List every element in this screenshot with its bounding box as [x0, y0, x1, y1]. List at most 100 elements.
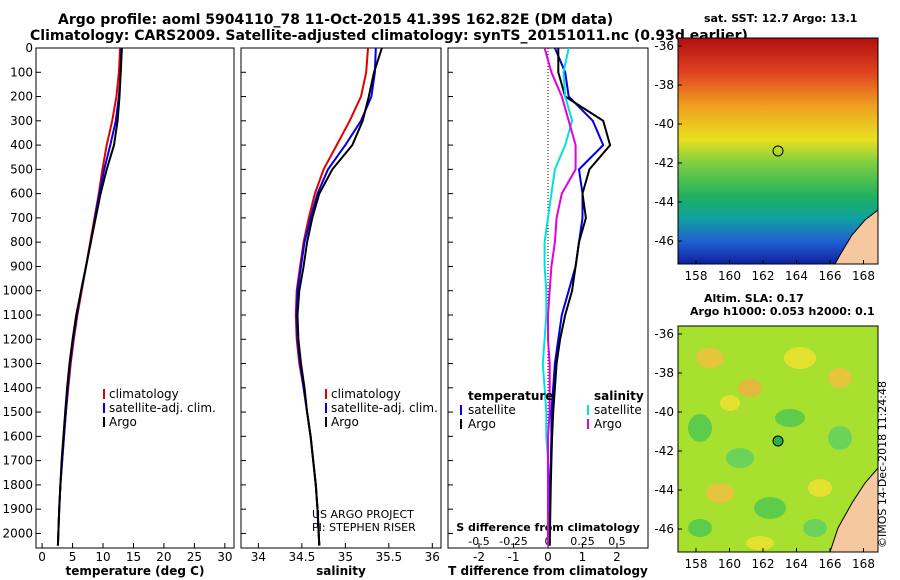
sla-land: [829, 466, 879, 553]
sla-patch: [803, 519, 827, 537]
legend-label: Argo: [109, 415, 137, 429]
x2-tick-label: 0.25: [570, 535, 595, 548]
plot-frame: [240, 47, 442, 549]
legend-label: satellite-adj. clim.: [331, 401, 438, 415]
x-tick-label: 1: [579, 550, 587, 564]
map-y-tick-label: -42: [654, 156, 674, 170]
y-tick-label: 400: [10, 138, 33, 152]
x2-tick-label: -0.5: [468, 535, 489, 548]
y-tick-label: 1000: [2, 284, 33, 298]
map-y-tick-label: -44: [654, 195, 674, 209]
y-tick-label: 700: [10, 211, 33, 225]
map-x-tick-label: 168: [852, 269, 875, 283]
chart-temperature: 0 5 10 15 20 25 30 temperature (deg C) 0 100 200 30…: [2, 41, 235, 578]
y-tick-label: 300: [10, 114, 33, 128]
map-x-tick-label: 168: [852, 557, 875, 571]
sla-patch: [706, 483, 734, 503]
y-tick-label: 800: [10, 235, 33, 249]
map-x-tick-label: 162: [752, 269, 775, 283]
series-satellite: [541, 47, 574, 546]
legend-label: climatology: [331, 387, 401, 401]
map-x-tick-label: 166: [819, 269, 842, 283]
x-tick-label: 15: [126, 550, 141, 564]
x-tick-label: 30: [217, 550, 232, 564]
series-argo: [296, 47, 383, 546]
chart-difference: -2 -1 0 1 2T difference from climatology -0.5…: [447, 47, 649, 578]
map-x-tick-label: 158: [685, 269, 708, 283]
x2-tick-label: 0.5: [608, 535, 626, 548]
map-y-tick-label: -38: [654, 78, 674, 92]
y-tick-label: 600: [10, 187, 33, 201]
sla-patch: [828, 426, 852, 450]
credit-annotation: PI: STEPHEN RISER: [312, 521, 416, 534]
sla-patch: [738, 379, 762, 397]
y-tick-label: 1300: [2, 357, 33, 371]
map-x-tick-label: 160: [718, 269, 741, 283]
x-tick-label: 34: [251, 550, 266, 564]
x-tick-label: -1: [508, 550, 520, 564]
series-climatology: [56, 47, 122, 546]
sst-land: [834, 208, 879, 265]
map-y-tick-label: -46: [654, 522, 674, 536]
legend-label: satellite: [468, 403, 516, 417]
map-y-tick-label: -36: [654, 39, 674, 53]
x-axis-label: T difference from climatology: [448, 564, 648, 578]
map-y-tick-label: -40: [654, 405, 674, 419]
sla-patch: [754, 497, 786, 519]
legend-label: climatology: [109, 387, 179, 401]
map-y-tick-label: -42: [654, 444, 674, 458]
sla-patch: [808, 479, 832, 497]
map-x-tick-label: 164: [785, 269, 808, 283]
map-y-tick-label: -38: [654, 366, 674, 380]
imos-credit: ©IMOS 14-Dec-2018 11:24:48: [876, 381, 889, 548]
x-tick-label: 34.5: [289, 550, 316, 564]
legend-label: Argo: [594, 417, 622, 431]
profile-title: Argo profile: aoml 5904110_78 11-Oct-201…: [58, 12, 614, 28]
y-tick-label: 1900: [2, 502, 33, 516]
y-tick-label: 1500: [2, 405, 33, 419]
series-argo: [543, 47, 577, 546]
y-tick-label: 2000: [2, 526, 33, 540]
sla-anomaly-patches: [688, 347, 852, 550]
sla-map: 158 160 162 164 166 168 -36 -38 -40 -42 -44 -46: [654, 325, 879, 571]
x-tick-label: 0: [38, 550, 46, 564]
map-x-tick-label: 158: [685, 557, 708, 571]
sst-profile-marker: [772, 145, 784, 157]
x-axis-label: temperature (deg C): [66, 564, 205, 578]
legend-title-temperature: temperature: [468, 389, 553, 403]
y-tick-label: 1800: [2, 478, 33, 492]
sla-patch: [828, 368, 852, 388]
x-axis-label: salinity: [316, 564, 366, 578]
x-tick-label: 35: [338, 550, 353, 564]
series-argo: [548, 48, 612, 546]
x-tick-label: -2: [473, 550, 485, 564]
y-tick-label: 1100: [2, 308, 33, 322]
series-satellite: [548, 47, 605, 546]
sst-field: [677, 37, 879, 265]
y-tick-label: 1200: [2, 332, 33, 346]
x-tick-label: 0: [544, 550, 552, 564]
map-y-tick-label: -36: [654, 327, 674, 341]
sla-patch: [726, 448, 754, 468]
sst-map: 158 160 162 164 166 168 -36 -38 -40 -42 -44 -46: [654, 37, 879, 283]
y-tick-label: 1400: [2, 381, 33, 395]
map-y-tick-label: -44: [654, 483, 674, 497]
x-tick-label: 2: [613, 550, 621, 564]
sla-patch: [784, 347, 816, 369]
map-x-tick-label: 166: [819, 557, 842, 571]
sst-map-title: sat. SST: 12.7 Argo: 13.1: [704, 12, 858, 25]
x-tick-label: 20: [156, 550, 171, 564]
x-tick-label: 5: [69, 550, 77, 564]
sla-patch: [746, 536, 774, 550]
series-argo: [56, 47, 123, 546]
y-tick-label: 0: [25, 41, 33, 55]
legend-label: Argo: [468, 417, 496, 431]
y-tick-label: 1600: [2, 429, 33, 443]
y-tick-label: 900: [10, 259, 33, 273]
legend-title-salinity: salinity: [594, 389, 644, 403]
legend-label: satellite-adj. clim.: [109, 401, 216, 415]
y-tick-label: 1700: [2, 454, 33, 468]
map-y-tick-label: -46: [654, 234, 674, 248]
x-tick-label: 36: [425, 550, 440, 564]
